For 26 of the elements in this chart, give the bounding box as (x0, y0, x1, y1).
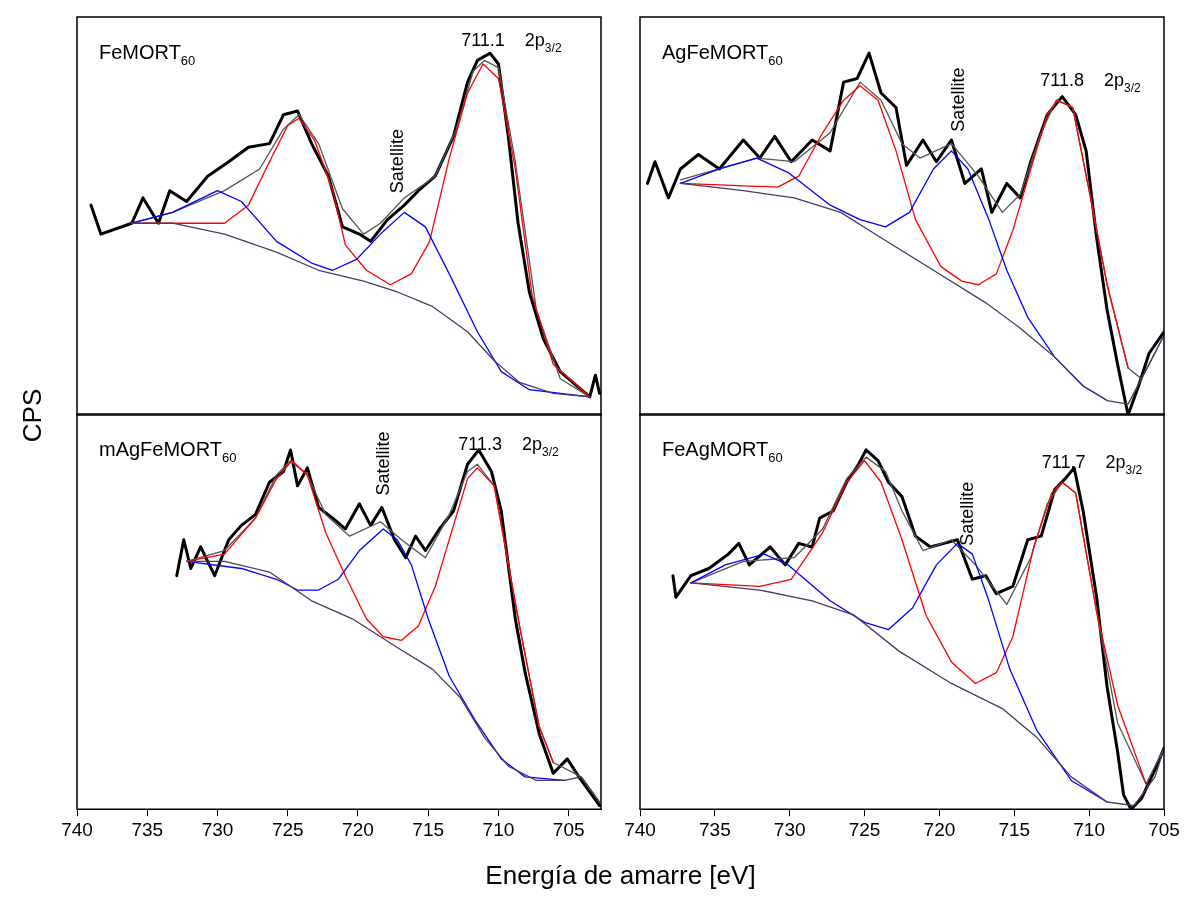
annotation: 711.8 (1040, 70, 1085, 91)
x-tick-label: 725 (848, 818, 881, 840)
x-tick-label: 710 (482, 818, 515, 840)
x-tick-label: 720 (923, 818, 956, 840)
x-tick-label: 720 (342, 818, 374, 840)
x-axis-title: Energía de amarre [eV] (484, 860, 757, 891)
x-tick-label: 735 (131, 818, 164, 840)
x-tick-label: 735 (699, 818, 731, 840)
x-tick-label: 705 (1148, 818, 1180, 840)
x-tick-label: 725 (271, 818, 304, 840)
y-axis-title: CPS (17, 388, 49, 442)
x-tick-label: 730 (773, 818, 806, 840)
annotation: Satellite (386, 129, 407, 194)
annotation: Satellite (957, 481, 978, 546)
x-tick-label: 715 (412, 818, 445, 840)
x-tick-label: 705 (552, 818, 585, 840)
x-tick-label: 710 (1073, 818, 1105, 840)
annotation: Satellite (372, 431, 393, 496)
x-tick-label: 740 (61, 818, 93, 840)
x-tick-label: 740 (624, 818, 656, 840)
annotation: 711.7 (1041, 452, 1086, 473)
annotation: 711.3 (458, 434, 503, 455)
annotation: 711.1 (461, 30, 505, 51)
x-tick-label: 715 (998, 818, 1031, 840)
x-tick-label: 730 (201, 818, 234, 840)
annotation: Satellite (948, 67, 969, 132)
